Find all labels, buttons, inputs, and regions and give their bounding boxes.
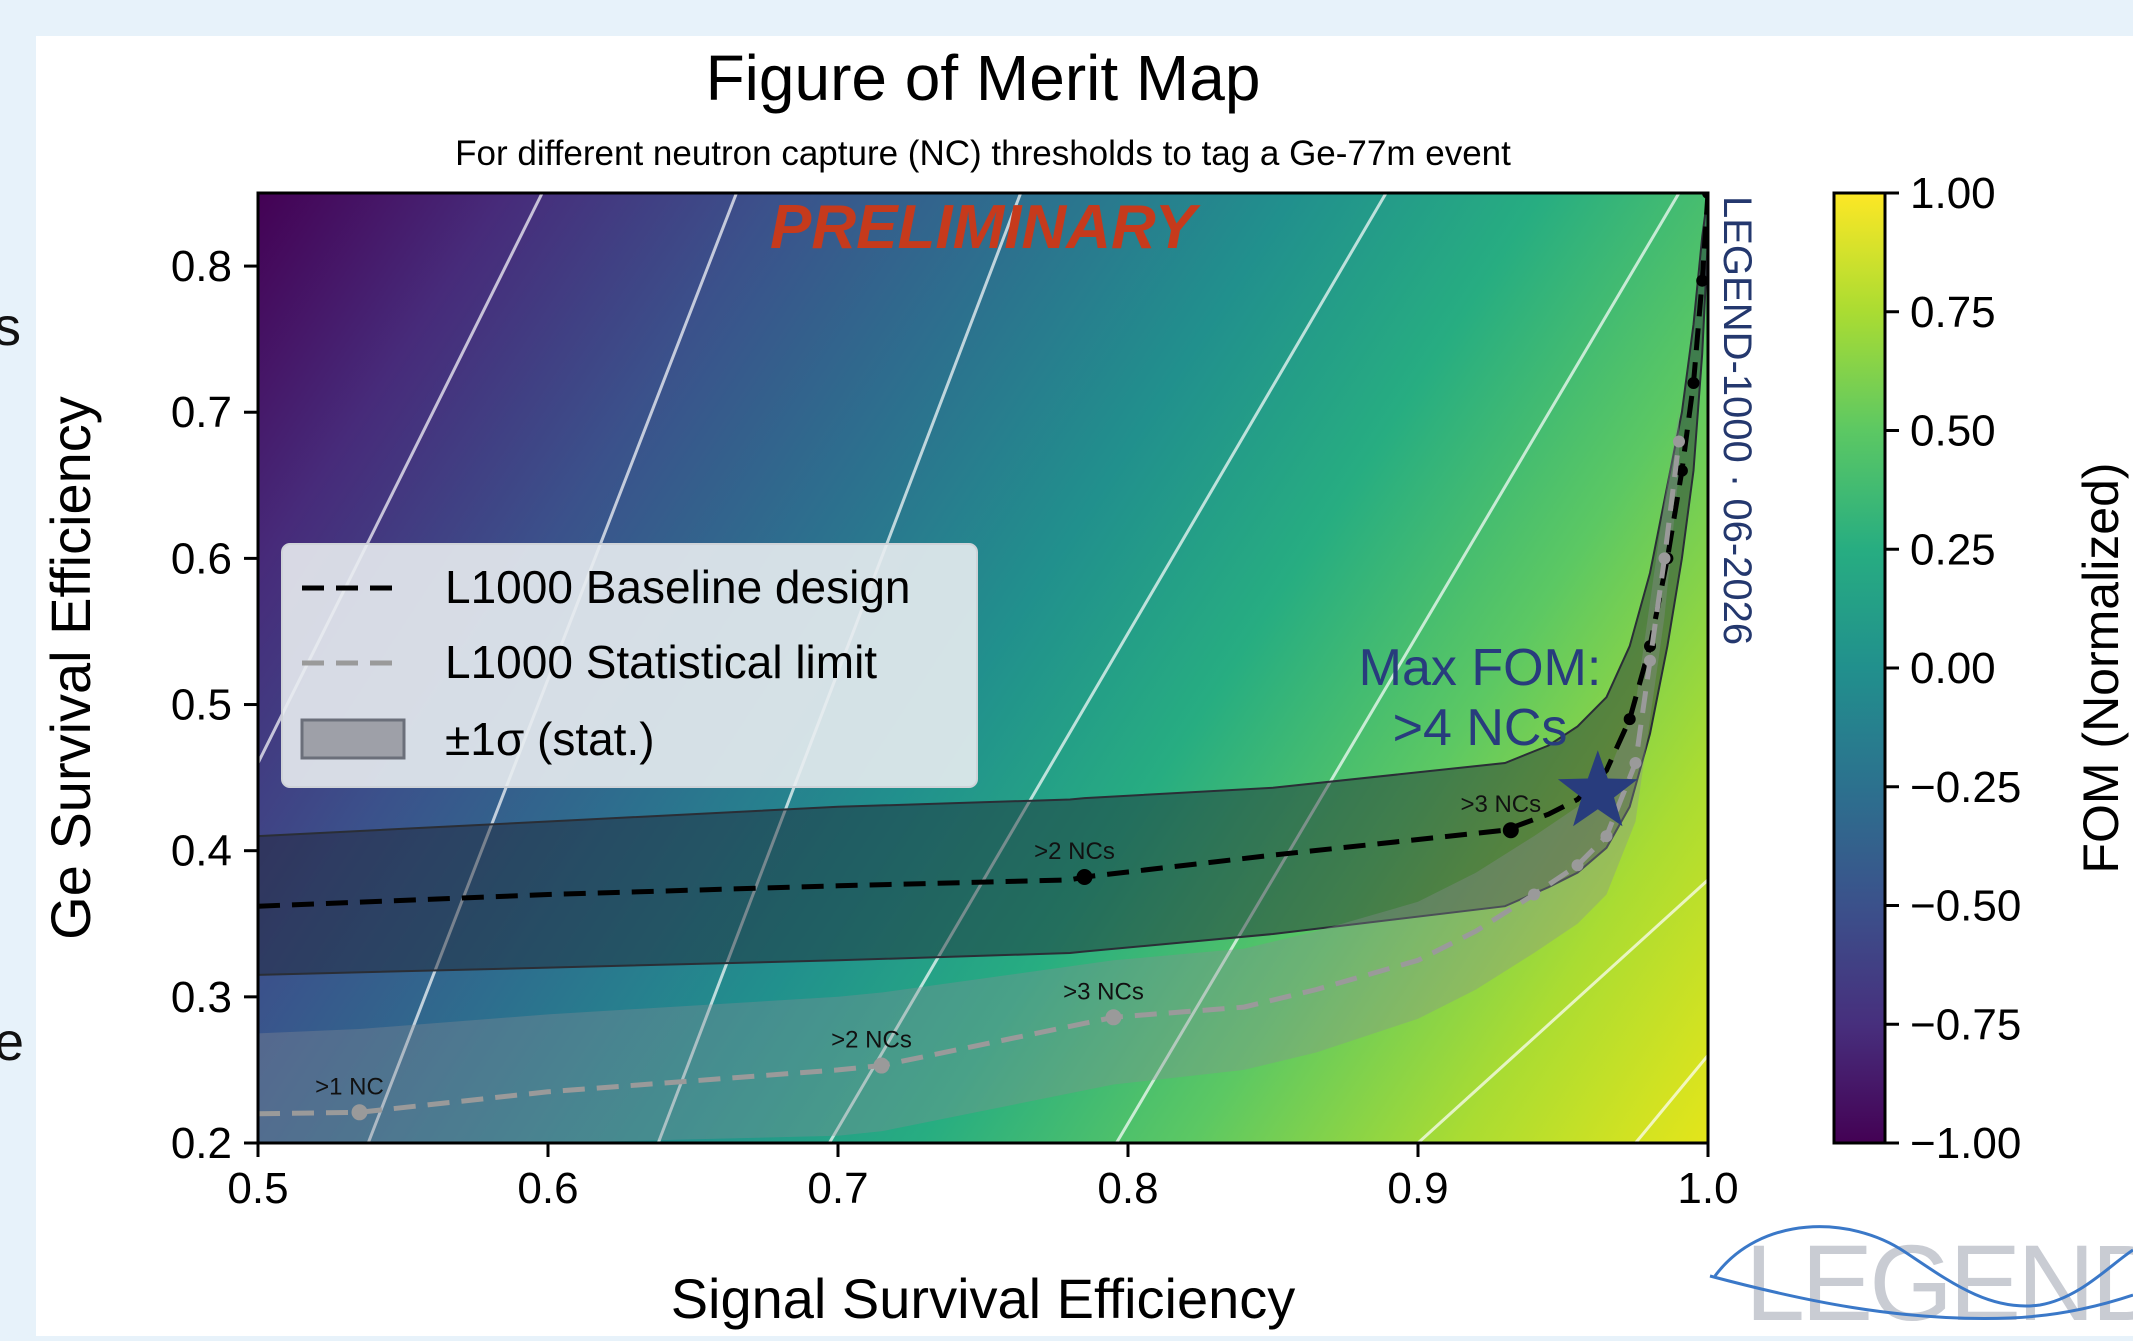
x-tick-label-3: 0.8 [1097,1164,1158,1213]
y-tick-label-3: 0.5 [171,681,232,730]
colorbar-tick-label-1: 0.75 [1910,288,1996,337]
colorbar-tick-label-0: 1.00 [1910,169,1996,218]
chart-title: Figure of Merit Map [706,42,1261,114]
chart-subtitle: For different neutron capture (NC) thres… [455,134,1511,173]
x-tick-label-0: 0.5 [227,1164,288,1213]
legend-logo: LEGEND [1709,1222,2133,1341]
contour-line-3 [828,193,1388,1143]
series-line-1 [258,441,1682,1117]
threshold-label-0-1: >3 NCs [1460,791,1541,818]
marker-labels: >2 NCs >3 NCs >1 NC >2 NCs >3 NCs [315,791,1541,1100]
threshold-marker-1-2 [1105,1009,1122,1026]
plot-area: >2 NCs >3 NCs >1 NC >2 NCs >3 NCs PRELIMINAR… [256,191,1710,1145]
threshold-label-1-2: >3 NCs [1063,978,1144,1005]
series-point-1-10 [1528,888,1540,901]
series-point-1-16 [1673,435,1685,448]
x-tick-label-4: 0.9 [1387,1164,1448,1213]
series-point-1-13 [1629,757,1642,769]
legend-label-stat-limit: L1000 Statistical limit [445,636,877,688]
threshold-marker-1-1 [873,1057,890,1074]
slide-edge-text-top: s [0,297,21,357]
threshold-label-1-0: >1 NC [315,1073,384,1100]
plot-frame [256,191,1710,1145]
colorbar-tick-label-4: 0.00 [1910,644,1996,693]
max-fom-annotation: Max FOM: >4 NCs [1359,639,1638,827]
series-point-1-15 [1658,552,1671,565]
sigma-bands [258,193,1708,1143]
colorbar-label: FOM (Normalized) [2073,462,2129,873]
legend-1000-watermark: LEGEND-1000 · 06-2026 [1715,196,1759,645]
colorbar-tick-label-2: 0.50 [1910,407,1996,456]
sigma-band-1 [258,412,1679,1143]
max-fom-label: Max FOM: [1359,639,1602,697]
series-point-0-15 [1696,274,1708,287]
y-axis: 0.2 0.3 0.4 0.5 0.6 0.7 0.8 [171,242,258,1168]
series-point-0-13 [1675,464,1688,477]
legend-logo-underline-icon [1709,1274,2133,1320]
series-line-0 [258,193,1708,909]
colorbar-tick-label-7: −0.75 [1910,1000,2021,1049]
series-point-0-10 [1623,713,1636,726]
slide-edge-text-bottom: e [0,1012,24,1072]
threshold-marker-1-0 [351,1104,368,1121]
legend-swatch-band [300,718,406,760]
threshold-label-1-1: >2 NCs [831,1027,912,1054]
legend-logo-wave-icon [1713,1225,2133,1308]
series-point-1-12 [1600,830,1613,843]
y-tick-label-5: 0.7 [171,388,232,437]
x-tick-label-5: 1.0 [1677,1164,1738,1213]
y-tick-label-4: 0.6 [171,534,232,583]
colorbar-tick-label-3: 0.25 [1910,525,1996,574]
y-tick-label-2: 0.4 [171,827,232,876]
series-point-0-14 [1687,377,1700,389]
x-tick-label-1: 0.6 [517,1164,578,1213]
legend: L1000 Baseline design L1000 Statistical … [281,543,978,788]
preliminary-label: PRELIMINARY [770,193,1202,262]
colorbar-tick-label-6: −0.50 [1910,882,2021,931]
x-axis: 0.5 0.6 0.7 0.8 0.9 1.0 [227,1143,1739,1213]
colorbar-tick-label-8: −1.00 [1910,1119,2021,1168]
threshold-label-0-0: >2 NCs [1034,838,1115,865]
contour-line-5 [1416,878,1708,1143]
y-tick-label-1: 0.3 [171,973,232,1022]
legend-label-baseline: L1000 Baseline design [445,561,910,613]
threshold-marker-0-0 [1076,869,1093,885]
colorbar-gradient [1832,191,1887,1145]
contour-line-4 [1115,193,1681,1143]
max-fom-value: >4 NCs [1393,699,1568,757]
legend-label-band: ±1σ (stat.) [445,713,655,765]
threshold-marker-0-1 [1502,822,1519,839]
x-axis-label: Signal Survival Efficiency [671,1267,1296,1330]
colorbar-tick-label-5: −0.25 [1910,763,2021,812]
x-tick-label-2: 0.7 [807,1164,868,1213]
y-tick-label-0: 0.2 [171,1119,232,1168]
colorbar-ticks: 1.00 0.75 0.50 0.25 0.00 −0.25 −0.50 −0.75 −1.00 [1885,169,2021,1168]
contour-line-6 [1634,1054,1708,1143]
series-point-1-11 [1571,859,1584,872]
y-tick-label-6: 0.8 [171,242,232,291]
colorbar: 1.00 0.75 0.50 0.25 0.00 −0.25 −0.50 −0.75 −1.00… [1832,169,2129,1168]
legend-logo-text: LEGEND [1745,1222,2133,1336]
series-point-1-14 [1644,654,1656,667]
max-fom-star-icon [1557,750,1638,827]
y-axis-label: Ge Survival Efficiency [39,396,102,940]
legend-box [281,543,978,788]
sigma-band-0 [258,193,1708,976]
series-lines [258,193,1708,1117]
